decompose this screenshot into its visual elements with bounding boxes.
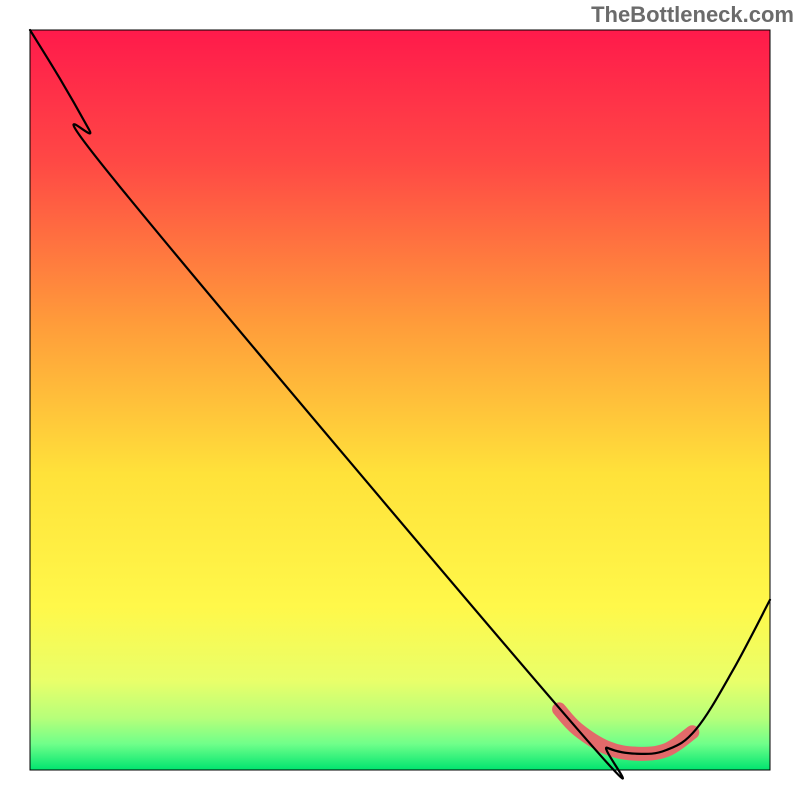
chart-container: TheBottleneck.com (0, 0, 800, 800)
plot-background (30, 30, 770, 770)
watermark-text: TheBottleneck.com (591, 2, 794, 28)
chart-svg (0, 0, 800, 800)
